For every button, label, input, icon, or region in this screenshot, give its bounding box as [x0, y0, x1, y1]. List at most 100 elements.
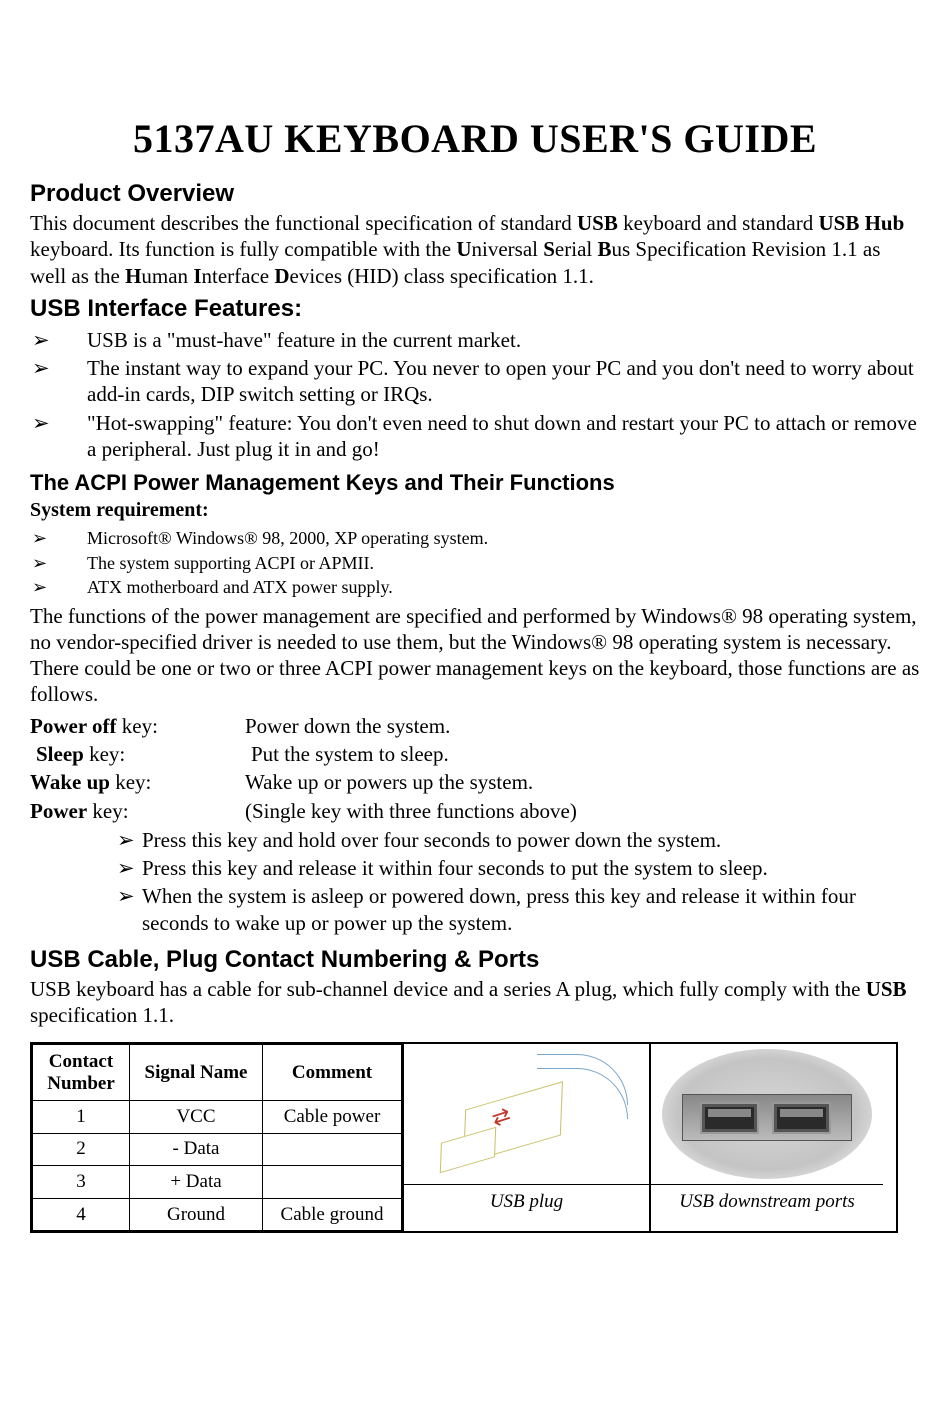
bullet-icon: ➢	[30, 552, 87, 575]
cell: Cable power	[263, 1101, 402, 1134]
list-item: ➢When the system is asleep or powered do…	[115, 883, 920, 936]
text: niversal	[472, 237, 544, 261]
text-bold: D	[274, 264, 289, 288]
cell: 2	[33, 1133, 130, 1166]
text: evices (HID) class specification 1.1.	[290, 264, 594, 288]
sysreq-list: ➢Microsoft® Windows® 98, 2000, XP operat…	[30, 527, 920, 599]
text-bold: U	[456, 237, 471, 261]
key-desc: Put the system to sleep.	[251, 740, 449, 768]
acpi-paragraph: The functions of the power management ar…	[30, 603, 920, 708]
usb-plug-illustration: ⇄	[404, 1044, 649, 1184]
bullet-icon: ➢	[30, 355, 87, 408]
cell: 1	[33, 1101, 130, 1134]
usb-features-list: ➢USB is a "must-have" feature in the cur…	[30, 327, 920, 462]
caption-usb-plug: USB plug	[404, 1184, 649, 1231]
key-suffix: key:	[84, 742, 125, 766]
text: USB keyboard has a cable for sub-channel…	[30, 977, 866, 1001]
col-header-contact: Contact Number	[33, 1045, 130, 1101]
cell: Ground	[130, 1198, 263, 1231]
key-row: Power off key: Power down the system.	[30, 712, 920, 740]
text-bold: I	[193, 264, 201, 288]
text: uman	[141, 264, 193, 288]
bullet-icon: ➢	[30, 327, 87, 353]
contact-table: Contact Number Signal Name Comment 1 VCC…	[32, 1044, 402, 1231]
col-header-comment: Comment	[263, 1045, 402, 1101]
bullet-icon: ➢	[115, 855, 142, 881]
usb-plug-icon: ⇄	[437, 1044, 617, 1184]
bullet-icon: ➢	[115, 827, 142, 853]
label-system-requirement: System requirement:	[30, 498, 920, 523]
heading-product-overview: Product Overview	[30, 180, 920, 208]
usb-plug-cell: ⇄ USB plug	[402, 1044, 649, 1231]
bullet-icon: ➢	[30, 527, 87, 550]
usb-ports-cell: USB downstream ports	[649, 1044, 883, 1231]
usb-ports-illustration	[651, 1044, 883, 1184]
document-title: 5137AU KEYBOARD USER'S GUIDE	[30, 115, 920, 162]
table-row: 2 - Data	[33, 1133, 402, 1166]
key-row: Sleep key: Put the system to sleep.	[30, 740, 920, 768]
col-header-signal: Signal Name	[130, 1045, 263, 1101]
list-item: ➢USB is a "must-have" feature in the cur…	[30, 327, 920, 353]
list-item: ➢Press this key and hold over four secon…	[115, 827, 920, 853]
heading-acpi: The ACPI Power Management Keys and Their…	[30, 470, 920, 496]
bullet-icon: ➢	[115, 883, 142, 936]
cell: 4	[33, 1198, 130, 1231]
cable-paragraph: USB keyboard has a cable for sub-channel…	[30, 976, 920, 1029]
list-item: ➢Press this key and release it within fo…	[115, 855, 920, 881]
key-label: Sleep	[36, 742, 84, 766]
text: keyboard and standard	[618, 211, 819, 235]
table-row: 3 + Data	[33, 1166, 402, 1199]
text: This document describes the functional s…	[30, 211, 577, 235]
overview-paragraph: This document describes the functional s…	[30, 210, 920, 289]
cell	[263, 1133, 402, 1166]
usb-ports-icon	[662, 1049, 872, 1179]
list-item-text: When the system is asleep or powered dow…	[142, 883, 920, 936]
text-bold: H	[125, 264, 141, 288]
text: keyboard. Its function is fully compatib…	[30, 237, 456, 261]
key-row: Wake up key: Wake up or powers up the sy…	[30, 768, 920, 796]
cell: VCC	[130, 1101, 263, 1134]
table-header-row: Contact Number Signal Name Comment	[33, 1045, 402, 1101]
heading-usb-cable: USB Cable, Plug Contact Numbering & Port…	[30, 946, 920, 974]
text-bold: USB Hub	[818, 211, 904, 235]
cell	[263, 1166, 402, 1199]
caption-usb-ports: USB downstream ports	[651, 1184, 883, 1231]
list-item-text: ATX motherboard and ATX power supply.	[87, 576, 393, 599]
contact-table-container: Contact Number Signal Name Comment 1 VCC…	[30, 1042, 898, 1233]
text: specification 1.1.	[30, 1003, 174, 1027]
list-item: ➢ATX motherboard and ATX power supply.	[30, 576, 920, 599]
list-item-text: Press this key and release it within fou…	[142, 855, 768, 881]
list-item: ➢Microsoft® Windows® 98, 2000, XP operat…	[30, 527, 920, 550]
text: nterface	[202, 264, 275, 288]
key-row: Power key: (Single key with three functi…	[30, 797, 920, 825]
text-bold: S	[543, 237, 555, 261]
key-suffix: key:	[87, 799, 128, 823]
cell: Cable ground	[263, 1198, 402, 1231]
key-suffix: key:	[110, 770, 151, 794]
text-bold: USB	[577, 211, 618, 235]
bullet-icon: ➢	[30, 410, 87, 463]
heading-usb-features: USB Interface Features:	[30, 295, 920, 323]
key-label: Wake up	[30, 770, 110, 794]
list-item: ➢The system supporting ACPI or APMII.	[30, 552, 920, 575]
power-key-sub-list: ➢Press this key and hold over four secon…	[30, 827, 920, 936]
key-label: Power off	[30, 714, 117, 738]
list-item: ➢The instant way to expand your PC. You …	[30, 355, 920, 408]
key-label: Power	[30, 799, 87, 823]
list-item-text: The system supporting ACPI or APMII.	[87, 552, 374, 575]
text-bold: B	[597, 237, 611, 261]
document-page: 5137AU KEYBOARD USER'S GUIDE Product Ove…	[0, 0, 950, 1422]
key-suffix: key:	[117, 714, 158, 738]
text-bold: USB	[866, 977, 907, 1001]
table-row: 1 VCC Cable power	[33, 1101, 402, 1134]
key-desc: (Single key with three functions above)	[245, 797, 577, 825]
list-item-text: "Hot-swapping" feature: You don't even n…	[87, 410, 920, 463]
list-item-text: Microsoft® Windows® 98, 2000, XP operati…	[87, 527, 488, 550]
list-item-text: The instant way to expand your PC. You n…	[87, 355, 920, 408]
bullet-icon: ➢	[30, 576, 87, 599]
cell: + Data	[130, 1166, 263, 1199]
key-desc: Power down the system.	[245, 712, 450, 740]
key-desc: Wake up or powers up the system.	[245, 768, 533, 796]
acpi-keys-table: Power off key: Power down the system. Sl…	[30, 712, 920, 825]
table-row: 4 Ground Cable ground	[33, 1198, 402, 1231]
